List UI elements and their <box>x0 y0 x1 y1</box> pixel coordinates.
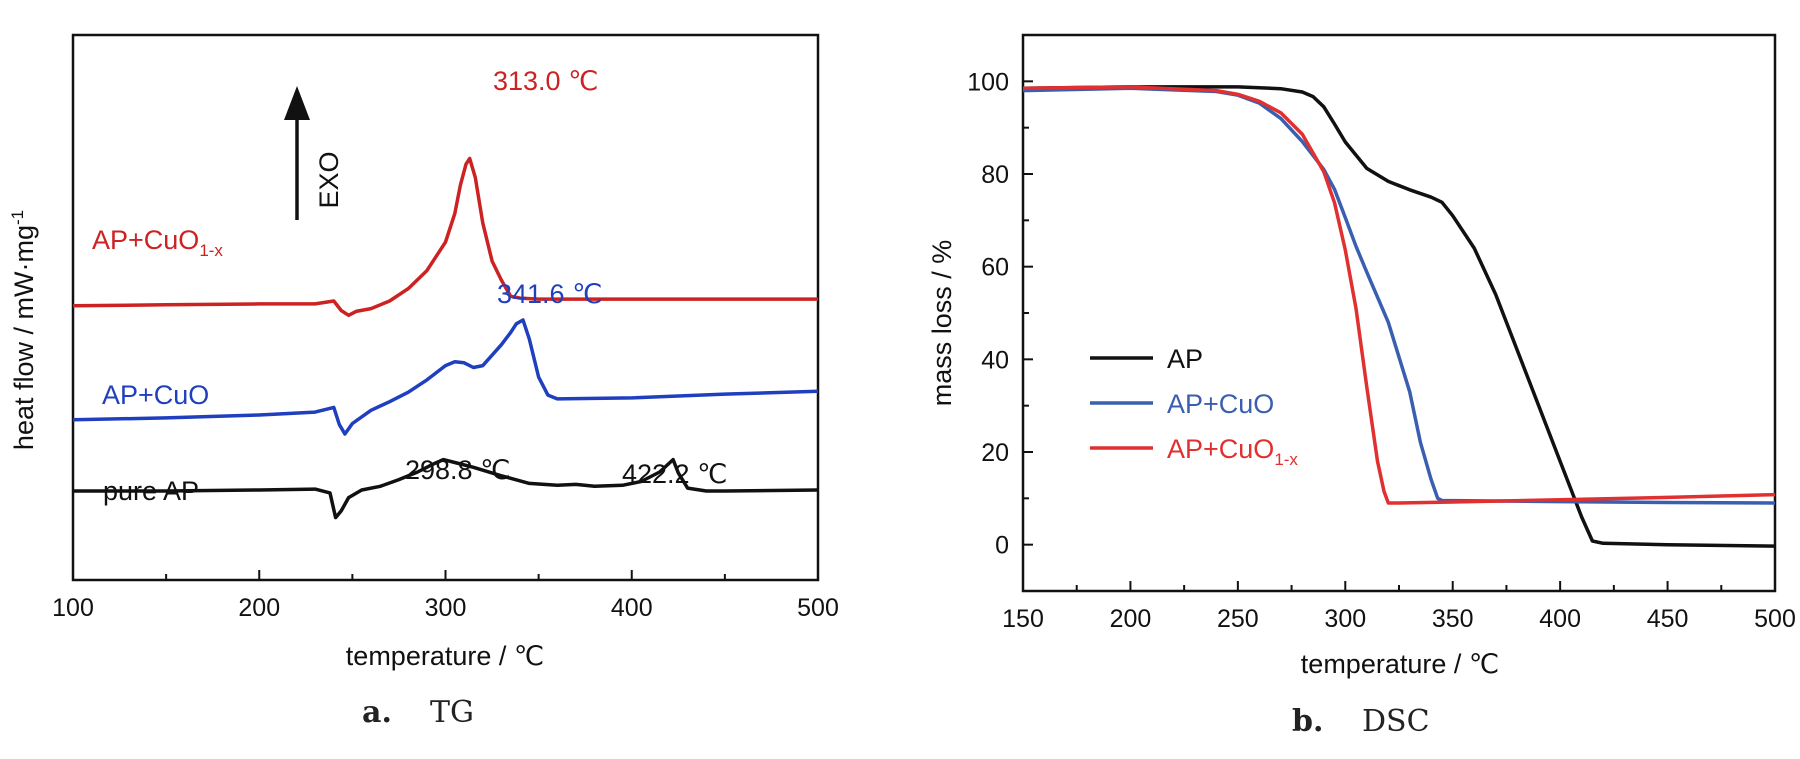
panel-b-y-axis-label: mass loss / % <box>927 240 957 407</box>
panel-a-y-axis-label: heat flow / mW·mg-1 <box>8 210 39 450</box>
series-label-ap-cuo: AP+CuO <box>102 380 209 410</box>
panel-b-plot-frame <box>1021 33 1777 593</box>
panel-b-series-line-2 <box>1022 85 1776 505</box>
series-label-pure-ap: pure AP <box>103 476 199 506</box>
panel-b-x-tick-label: 250 <box>1217 605 1259 633</box>
peak-label-341: 341.6 ℃ <box>497 279 602 309</box>
series-label-ap-cuo1x: AP+CuO1-x <box>92 225 223 260</box>
panel-b-x-tick-label: 150 <box>1002 605 1044 633</box>
panel-b-y-tick-label: 20 <box>981 439 1009 467</box>
panel-b-x-tick-label: 500 <box>1754 605 1796 633</box>
panel-a-series-line-0 <box>72 156 818 318</box>
panel-b-y-tick-label: 60 <box>981 254 1009 282</box>
panel-b-x-tick-label: 300 <box>1324 605 1366 633</box>
panel-b-caption-letter: b. <box>1292 704 1323 739</box>
panel-b-y-tick-label: 100 <box>967 68 1009 96</box>
panel-a-x-axis-label: temperature / ℃ <box>346 641 544 671</box>
panel-a-series-line-2 <box>73 457 819 520</box>
panel-b-legend: AP AP+CuO AP+CuO1-x <box>1090 344 1298 469</box>
panel-a-caption-text: TG <box>430 695 474 730</box>
legend-label-ap: AP <box>1167 344 1203 374</box>
panel-b-dsc: 150 200 250 300 350 400 450 500 0 20 40 60 80 100 tem… <box>927 33 1796 739</box>
panel-b-caption-text: DSC <box>1362 704 1430 739</box>
legend-label-ap-cuo1x: AP+CuO1-x <box>1167 434 1298 469</box>
peak-label-298: 298.8 ℃ <box>405 455 510 485</box>
panel-a-x-tick-label: 100 <box>52 594 94 622</box>
exo-arrow-icon <box>284 86 310 120</box>
panel-b-y-tick-label: 80 <box>981 161 1009 189</box>
panel-a-x-tick-label: 200 <box>238 594 280 622</box>
panel-a-caption-letter: a. <box>362 695 392 730</box>
panel-b-y-tick-label: 0 <box>995 532 1009 560</box>
panel-b-x-tick-label: 400 <box>1539 605 1581 633</box>
panel-b-series-line-0 <box>1022 85 1776 548</box>
panel-b-series-line-1 <box>1022 86 1776 505</box>
peak-label-422: 422.2 ℃ <box>622 459 727 489</box>
peak-label-313: 313.0 ℃ <box>493 66 598 96</box>
exo-label: EXO <box>314 151 344 208</box>
legend-label-ap-cuo: AP+CuO <box>1167 389 1274 419</box>
panel-a-tg: 100 200 300 400 500 temperature / ℃ heat flo… <box>8 33 839 730</box>
panel-a-x-tick-label: 400 <box>611 594 653 622</box>
panel-b-x-tick-label: 200 <box>1110 605 1152 633</box>
panel-b-x-axis-label: temperature / ℃ <box>1301 649 1499 679</box>
panel-b-x-tick-label: 450 <box>1647 605 1689 633</box>
panel-a-x-tick-label: 500 <box>797 594 839 622</box>
panel-a-series-line-1 <box>72 318 819 436</box>
panel-b-y-tick-label: 40 <box>981 346 1009 374</box>
panel-b-x-tick-label: 350 <box>1432 605 1474 633</box>
panel-a-x-tick-label: 300 <box>425 594 467 622</box>
